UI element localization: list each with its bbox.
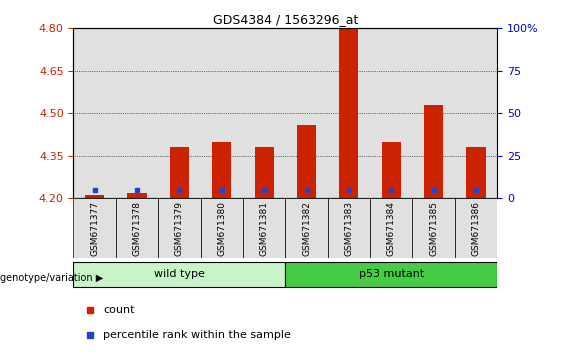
Text: percentile rank within the sample: percentile rank within the sample [103,330,291,339]
Bar [285,28,328,198]
Bar [370,198,412,258]
Text: p53 mutant: p53 mutant [359,269,424,279]
Bar [467,147,485,198]
Text: GSM671379: GSM671379 [175,201,184,256]
Bar [328,28,370,198]
Text: GSM671378: GSM671378 [133,201,141,256]
Bar [128,193,146,198]
Bar [85,195,104,198]
Bar [170,147,189,198]
Text: GSM671385: GSM671385 [429,201,438,256]
Bar [285,198,328,258]
Bar [297,125,316,198]
Bar [412,198,455,258]
Bar [255,147,273,198]
Text: GSM671381: GSM671381 [260,201,268,256]
Bar [73,198,116,258]
Bar [455,28,497,198]
Bar [455,198,497,258]
Text: GSM671380: GSM671380 [218,201,226,256]
Text: count: count [103,305,134,315]
Bar [243,28,285,198]
Bar [158,28,201,198]
Bar [73,262,285,287]
Bar [412,28,455,198]
Bar [424,105,443,198]
Bar [116,198,158,258]
Bar [285,262,497,287]
Text: GSM671377: GSM671377 [90,201,99,256]
Bar [370,28,412,198]
Text: GSM671384: GSM671384 [387,201,396,256]
Bar [201,28,243,198]
Bar [158,198,201,258]
Bar [116,28,158,198]
Text: genotype/variation ▶: genotype/variation ▶ [0,273,103,283]
Title: GDS4384 / 1563296_at: GDS4384 / 1563296_at [212,13,358,26]
Text: GSM671382: GSM671382 [302,201,311,256]
Bar [212,142,231,198]
Text: GSM671386: GSM671386 [472,201,480,256]
Text: GSM671383: GSM671383 [345,201,353,256]
Bar [201,198,243,258]
Text: wild type: wild type [154,269,205,279]
Bar [73,28,116,198]
Bar [382,142,401,198]
Bar [328,198,370,258]
Bar [340,28,358,198]
Bar [243,198,285,258]
